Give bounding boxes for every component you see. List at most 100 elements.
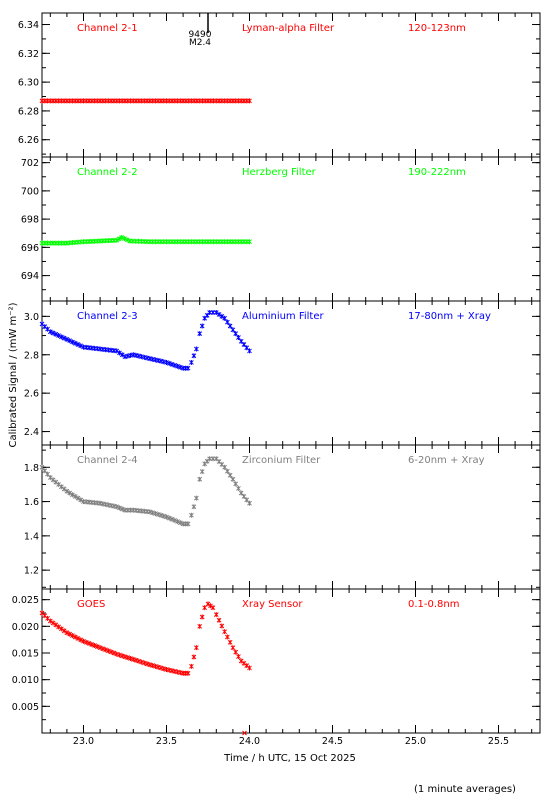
y-tick-label: 0.020: [12, 622, 39, 633]
data-point: [108, 649, 114, 655]
panel-frame: [41, 444, 541, 590]
panel-frame: [41, 300, 541, 446]
data-point: [59, 334, 64, 340]
y-tick-label: 2.6: [24, 389, 39, 400]
data-point: [50, 477, 56, 483]
data-point: [59, 626, 64, 632]
data-point: [119, 506, 125, 512]
data-point: [75, 342, 81, 348]
data-point: [67, 631, 73, 637]
y-tick-label: 700: [21, 186, 39, 197]
data-point: [142, 660, 147, 666]
panel-4: 1.2 1.4 1.6 1.8 Channel 2-4 Zirconium Filter 6…: [24, 444, 541, 590]
data-point: [225, 468, 230, 474]
data-point: [122, 236, 127, 242]
y-tick-label: 6.30: [18, 78, 39, 89]
y-tick-label: 0.010: [12, 675, 39, 686]
data-point: [216, 311, 222, 317]
data-point: [172, 362, 178, 368]
data-point: [56, 481, 61, 487]
data-point: [238, 658, 244, 664]
panel-frame: [41, 12, 541, 158]
panel-channel: GOES: [77, 599, 105, 610]
data-point: [59, 484, 64, 490]
panel-channel: Channel 2-3: [77, 311, 138, 322]
data-point: [119, 234, 125, 240]
data-point: [130, 656, 136, 662]
data-point: [189, 512, 194, 518]
data-point: [64, 488, 70, 494]
data-point: [124, 237, 130, 243]
y-axis-label: Calibrated Signal / (mW m⁻²): [8, 302, 19, 447]
data-point: [230, 476, 236, 482]
data-point: [189, 359, 194, 365]
panel-filter: Zirconium Filter: [242, 455, 321, 466]
x-tick-label: 23.0: [73, 736, 94, 747]
data-point: [227, 323, 233, 329]
panel-channel: Channel 2-1: [77, 23, 138, 34]
data-point: [89, 641, 95, 647]
data-point: [233, 481, 239, 487]
data-point: [247, 239, 252, 245]
panel-filter: Lyman-alpha Filter: [242, 23, 335, 34]
data-point: [208, 603, 213, 609]
data-point: [216, 617, 222, 623]
data-point: [136, 658, 142, 664]
data-point: [70, 633, 75, 639]
data-point: [175, 363, 180, 369]
data-point: [194, 495, 199, 501]
panel-1: 6.26 6.28 6.30 6.32 6.34 Channel 2-1 Lyman-alp…: [18, 12, 541, 158]
data-point: [164, 514, 169, 520]
data-point: [78, 497, 84, 503]
data-point: [72, 634, 78, 640]
data-point: [119, 653, 125, 659]
y-tick-label: 1.8: [24, 463, 39, 474]
y-tick-label: 0.005: [12, 702, 39, 713]
y-tick-label: 0.015: [12, 649, 39, 660]
y-tick-label: 698: [21, 215, 39, 226]
data-point: [75, 495, 81, 501]
y-tick-label: 696: [21, 243, 39, 254]
panel-channel: Channel 2-4: [77, 455, 138, 466]
y-tick-label: 1.2: [24, 566, 39, 577]
data-point: [100, 646, 106, 652]
panel-frame: [41, 156, 541, 302]
data-point: [189, 663, 194, 669]
data-point: [169, 361, 175, 367]
data-point: [128, 656, 133, 662]
data-point: [210, 605, 216, 611]
data-point: [83, 639, 89, 645]
data-point: [117, 505, 122, 511]
data-point: [166, 360, 172, 366]
data-point: [72, 493, 78, 499]
data-point: [247, 98, 252, 104]
data-point: [236, 485, 241, 491]
data-point: [61, 486, 67, 492]
data-point: [94, 644, 100, 650]
data-point: [194, 346, 199, 352]
data-point: [119, 352, 125, 358]
data-point: [175, 519, 180, 525]
data-point: [197, 623, 203, 629]
data-point: [75, 635, 81, 641]
data-point: [50, 620, 56, 626]
data-point: [53, 622, 59, 628]
data-point: [72, 340, 78, 346]
data-point: [111, 650, 117, 656]
data-point: [86, 640, 92, 646]
data-point: [222, 315, 227, 321]
y-tick-label: 1.6: [24, 497, 39, 508]
data-point: [185, 670, 191, 676]
data-point: [117, 652, 122, 658]
data-point: [150, 510, 156, 516]
data-point: [78, 637, 84, 643]
data-point: [53, 331, 59, 337]
panel-filter: Xray Sensor: [242, 599, 303, 610]
data-point: [199, 323, 205, 329]
panel-filter: Aluminium Filter: [242, 311, 325, 322]
data-point: [139, 659, 144, 665]
data-point: [227, 472, 233, 478]
panel-channel: Channel 2-2: [77, 167, 138, 178]
data-point: [53, 479, 59, 485]
flare-marker: 9490 M2.4: [189, 13, 212, 48]
